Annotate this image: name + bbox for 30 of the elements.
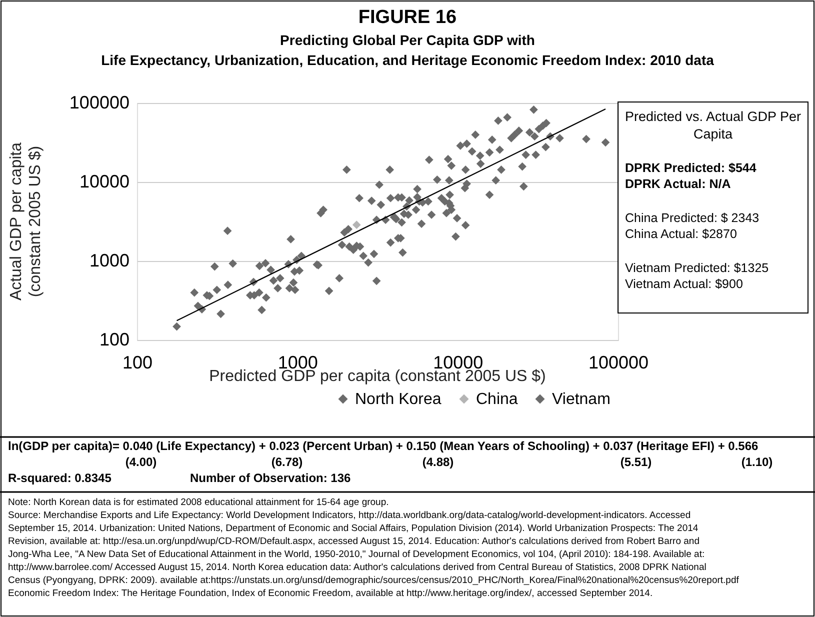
text: Note: North Korean data is for estimated 2008 educational attainment for 15-64 age group. xyxy=(8,497,389,508)
text: (4.88) xyxy=(422,455,454,469)
text: Vietnam Actual: $900 xyxy=(625,277,743,291)
text: R-squared: 0.8345 xyxy=(8,471,112,485)
text: ln(GDP per capita)= 0.040 (Life Expectancy) + 0.023 (Percent Urban) + 0.150 (Mean Years of Schooling) + 0.037 (Heritage EFI) + 0.566 xyxy=(8,439,759,453)
text: DPRK Predicted: $544 xyxy=(625,161,756,175)
y-tick-label: 100000 xyxy=(69,92,130,112)
text: Vietnam Predicted: $1325 xyxy=(625,261,769,275)
chart-subtitle: Predicting Global Per Capita GDP with Life Expectancy, Urbanization, Education, and Heritage Economic Freedom Index: 2010 data xyxy=(101,32,714,68)
text: Number of Observation: 136 xyxy=(190,471,352,485)
text: DPRK Actual: N/A xyxy=(625,177,731,191)
chart-title: FIGURE 16 xyxy=(358,7,457,28)
text: Economic Freedom Index: The Heritage Foundation, Index of Economic Freedom, available at http://www.heritage.org/index/, accessed September 2014. xyxy=(8,588,653,599)
y-tick-label: 100 xyxy=(99,330,130,350)
text: (6.78) xyxy=(271,455,303,469)
text: China Predicted: $ 2343 xyxy=(625,211,760,225)
y-tick-label: 10000 xyxy=(79,172,130,192)
y-axis-title: Actual GDP per capita (constant 2005 US $) xyxy=(8,142,44,301)
text: (1.10) xyxy=(741,455,773,469)
legend-label: Vietnam xyxy=(552,391,610,408)
text: Predicted vs. Actual GDP Per Capita xyxy=(624,109,802,142)
x-tick-label: 100000 xyxy=(588,352,649,372)
x-tick-label: 100 xyxy=(122,352,153,372)
legend-label: North Korea xyxy=(355,391,442,408)
text: (4.00) xyxy=(125,455,157,469)
source-note: Source: Merchandise Exports and Life Expectancy: World Development Indicators, http://data.worldbank.org/data-catalog/world-development-indicators. Accessed September 15, 2014. Urbanization: United Nations, Department of Economic and Social Affairs, Population Division (2014). World Urbanization Prospects: The 2014 Revision, available at: http://esa.un.org/unpd/wup/CD-ROM/Default.aspx, accessed August 15, 2014. Education: Author's calculations derived from Robert Barro and Jong-Wha Lee, "A New Data Set of Educational Attainment in the World, 1950-2010," Journal of Development Economics, vol 104, (April 2010): 184-198. Available at: http://www.barrolee.com/ Accessed August 15, 2014. North Korea education data: Author's calculations derived from Central Bureau of Statistics, 2008 DPRK National Census (Pyongyang, DPRK: 2009). available at:https://unstats.un.org/unsd/demographic/sources/census/2010_PHC/North_Korea/Final%20national%20census%20report.pdf xyxy=(8,510,740,586)
y-tick-label: 1000 xyxy=(89,250,130,270)
text: (5.51) xyxy=(620,455,652,469)
text: China Actual: $2870 xyxy=(625,227,737,241)
legend-label: China xyxy=(476,391,518,408)
